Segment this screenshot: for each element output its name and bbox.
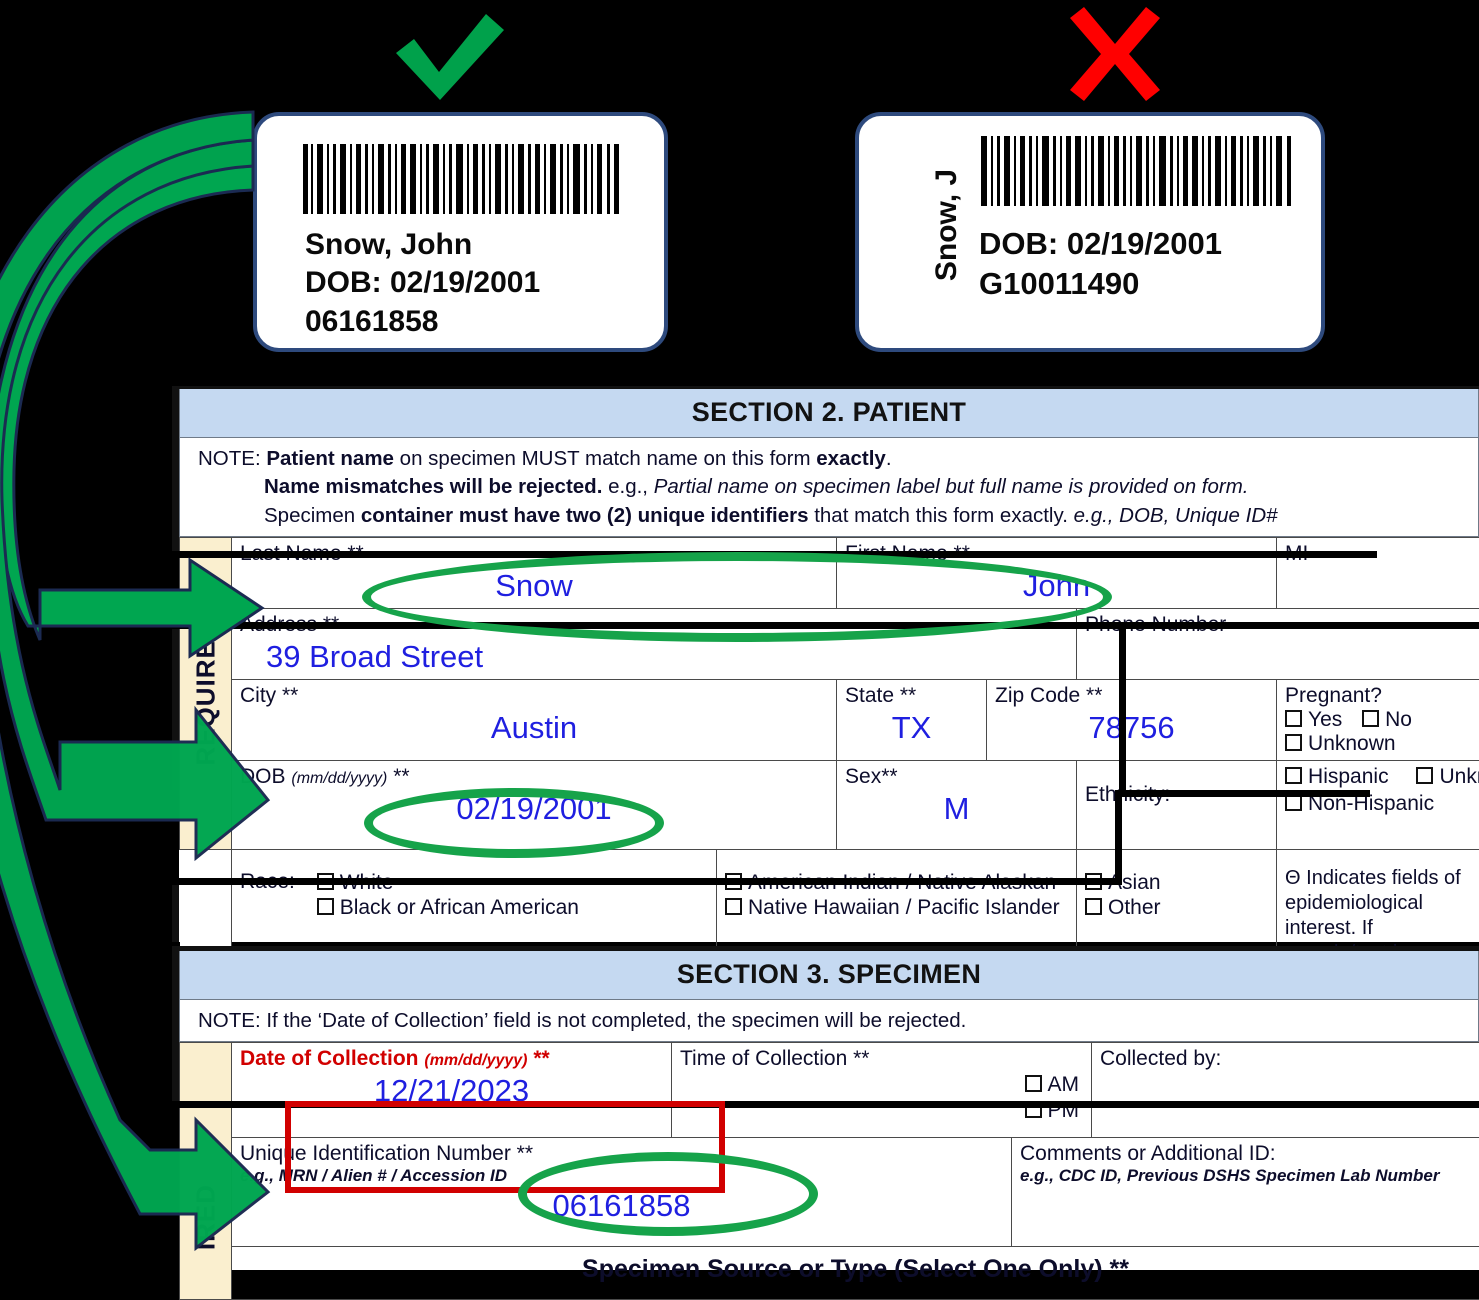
- date-of-collection-label: Date of Collection: [240, 1047, 419, 1070]
- highlight-ellipse-unique-id: [518, 1152, 818, 1236]
- city-value: Austin: [240, 710, 828, 746]
- checkbox-icon[interactable]: [1085, 898, 1102, 915]
- race-option-black[interactable]: Black or African American: [317, 896, 579, 920]
- date-format: (mm/dd/yyyy): [424, 1052, 527, 1069]
- address-value: 39 Broad Street: [240, 639, 1068, 675]
- collected-by-label: Collected by:: [1100, 1047, 1471, 1071]
- city-cell[interactable]: City ** Austin: [232, 679, 837, 760]
- label-patient-name: Snow, John: [305, 226, 664, 264]
- note-bold-1: Patient name: [266, 447, 394, 470]
- state-label: State **: [845, 684, 978, 708]
- section-2-patient: SECTION 2. PATIENT NOTE: Patient name on…: [172, 386, 1479, 942]
- specimen-label-incorrect: Snow, J DOB: 02/19/2001 G10011490: [855, 112, 1325, 352]
- x-icon: [1050, 4, 1180, 104]
- section-3-title: SECTION 3. SPECIMEN: [179, 951, 1479, 1000]
- dob-label-group: DOB (mm/dd/yyyy) **: [240, 765, 828, 789]
- state-cell[interactable]: State ** TX: [837, 679, 987, 760]
- note-bold-4: container must have two (2) unique ident…: [361, 504, 809, 527]
- ethnicity-option-unknown[interactable]: Unknown: [1416, 765, 1479, 789]
- sex-label: Sex**: [845, 765, 1068, 789]
- section-2-note: NOTE: Patient name on specimen MUST matc…: [179, 438, 1479, 537]
- dob-label: DOB: [240, 765, 286, 788]
- note-b: that match this form exactly.: [809, 504, 1074, 527]
- checkbox-icon[interactable]: [1416, 767, 1433, 784]
- emphasis-outline-mid: [1119, 622, 1370, 797]
- label-unique-id: 06161858: [305, 303, 664, 341]
- required-sidebar-label: REQUIRED: [190, 621, 221, 766]
- note-line-2: Name mismatches will be rejected. e.g., …: [198, 473, 1478, 501]
- note-end-1: .: [886, 447, 892, 470]
- label-patient-name-vertical: Snow, J: [930, 135, 964, 315]
- poster-canvas: Snow, John DOB: 02/19/2001 06161858: [0, 0, 1479, 1270]
- note-eg-2: e.g., DOB, Unique ID#: [1074, 504, 1278, 527]
- date-label-group: Date of Collection (mm/dd/yyyy) **: [240, 1047, 663, 1071]
- race-option-other[interactable]: Other: [1085, 896, 1268, 920]
- note-line-3: Specimen container must have two (2) uni…: [198, 502, 1478, 530]
- section-2-title: SECTION 2. PATIENT: [179, 389, 1479, 438]
- section-3-specimen: SECTION 3. SPECIMEN NOTE: If the ‘Date o…: [172, 946, 1479, 1270]
- state-value: TX: [845, 710, 978, 746]
- label-dob: DOB: 02/19/2001: [979, 224, 1222, 264]
- note-eg-1: e.g.,: [602, 475, 648, 498]
- city-label: City **: [240, 684, 828, 708]
- note-ital-1: Partial name on specimen label but full …: [648, 475, 1249, 498]
- check-icon: [382, 8, 512, 108]
- highlight-ellipse-dob: [364, 788, 664, 858]
- note-bold-2: exactly: [816, 447, 886, 470]
- checkbox-icon[interactable]: [1025, 1075, 1042, 1092]
- highlight-ellipse-name: [362, 552, 1112, 642]
- checkbox-icon[interactable]: [725, 898, 742, 915]
- date-stars: **: [533, 1047, 549, 1070]
- barcode: [301, 144, 621, 214]
- race-option-native-hawaiian[interactable]: Native Hawaiian / Pacific Islander: [725, 896, 1068, 920]
- section-3-note: NOTE: If the ‘Date of Collection’ field …: [179, 1000, 1479, 1042]
- barcode: [979, 136, 1299, 206]
- note-rest-1: on specimen MUST match name on this form: [394, 447, 816, 470]
- label-dob: DOB: 02/19/2001: [305, 264, 664, 302]
- emphasis-outline-name-right: [1370, 551, 1479, 629]
- time-of-collection-label: Time of Collection **: [680, 1047, 1083, 1071]
- checkbox-icon[interactable]: [317, 898, 334, 915]
- note-bold-3: Name mismatches will be rejected.: [264, 475, 602, 498]
- time-option-am[interactable]: AM: [680, 1073, 1079, 1097]
- dob-stars: **: [393, 765, 409, 788]
- specimen-label-correct: Snow, John DOB: 02/19/2001 06161858: [253, 112, 668, 352]
- label-unique-id: G10011490: [979, 264, 1222, 304]
- note-prefix: NOTE:: [198, 447, 261, 470]
- dob-format: (mm/dd/yyyy): [291, 770, 387, 787]
- note-a: Specimen: [264, 504, 361, 527]
